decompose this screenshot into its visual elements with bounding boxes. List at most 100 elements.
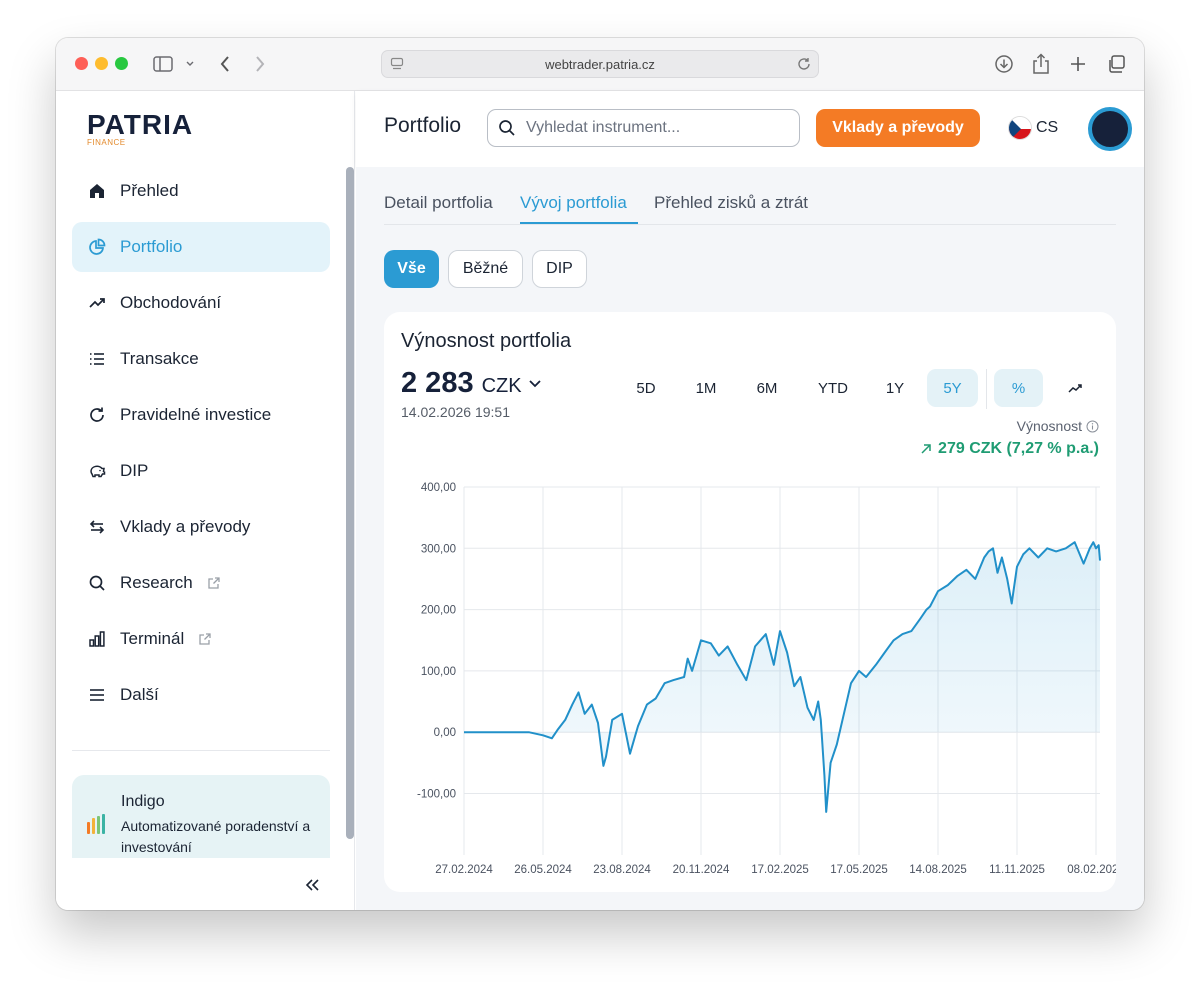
zoom-window-button[interactable] — [115, 57, 128, 70]
portfolio-value: 2 283 — [401, 367, 474, 399]
return-label: Výnosnost — [1017, 418, 1099, 434]
period-separator — [986, 369, 987, 409]
filter-bezne[interactable]: Běžné — [448, 250, 523, 288]
x-tick-label: 20.11.2024 — [673, 864, 730, 876]
portfolio-return-card: Výnosnost portfolia 2 283 CZK 14.02.2026… — [384, 312, 1116, 892]
deposits-transfers-button[interactable]: Vklady a převody — [816, 109, 980, 147]
x-tick-label: 27.02.2024 — [435, 864, 493, 876]
back-icon[interactable] — [216, 54, 234, 74]
x-tick-label: 23.08.2024 — [593, 864, 651, 876]
logo-wordmark: PATRIA — [87, 109, 194, 140]
sidebar-item-research[interactable]: Research — [72, 558, 330, 608]
tab-prehled-zisku[interactable]: Přehled zisků a ztrát — [654, 193, 809, 212]
tab-overview-icon[interactable] — [1105, 53, 1127, 75]
trend-line-icon — [1068, 384, 1082, 393]
share-icon[interactable] — [1031, 52, 1051, 76]
sidebar-item-dalsi[interactable]: Další — [72, 670, 330, 720]
sidebar: PATRIA FINANCE Přehled Portfolio Obchodo… — [56, 91, 355, 910]
indigo-logo-icon — [87, 814, 105, 834]
sidebar-item-label: DIP — [120, 461, 149, 480]
period-ytd[interactable]: YTD — [818, 379, 848, 397]
browser-toolbar: webtrader.patria.cz — [56, 38, 1144, 91]
portfolio-tabs: Detail portfolia Vývoj portfolia Přehled… — [384, 185, 1116, 225]
chevron-down-icon[interactable] — [184, 58, 196, 70]
sidebar-item-dip[interactable]: DIP — [72, 446, 330, 496]
language-switcher[interactable]: CS — [1008, 116, 1058, 140]
x-tick-label: 17.02.2025 — [751, 864, 809, 876]
czech-flag-icon — [1008, 116, 1032, 140]
x-tick-label: 14.08.2025 — [909, 864, 967, 876]
close-window-button[interactable] — [75, 57, 88, 70]
site-settings-icon[interactable] — [390, 57, 404, 74]
bar-chart-icon — [88, 630, 106, 648]
minimize-window-button[interactable] — [95, 57, 108, 70]
sidebar-item-label: Transakce — [120, 349, 199, 368]
period-5y[interactable]: 5Y — [927, 369, 978, 407]
reload-icon[interactable] — [796, 56, 812, 75]
y-tick-label: -100,00 — [417, 789, 456, 801]
home-icon — [88, 182, 106, 200]
browser-window: webtrader.patria.cz PATRIA FINANCE Př — [56, 38, 1144, 910]
indigo-description: Automatizované poradenství a investování — [121, 818, 311, 855]
filter-dip[interactable]: DIP — [532, 250, 587, 288]
indigo-title: Indigo — [121, 793, 165, 810]
double-chevron-left-icon — [305, 879, 319, 891]
new-tab-icon[interactable] — [1068, 54, 1088, 74]
patria-logo[interactable]: PATRIA FINANCE — [87, 109, 193, 147]
sidebar-item-obchodovani[interactable]: Obchodování — [72, 278, 330, 328]
forward-icon[interactable] — [251, 54, 269, 74]
list-icon — [88, 350, 106, 368]
portfolio-value-selector[interactable]: 2 283 CZK — [401, 367, 542, 400]
chart-mode-button[interactable] — [1052, 369, 1098, 407]
sidebar-item-prehled[interactable]: Přehled — [72, 166, 330, 216]
piggy-bank-icon — [88, 462, 106, 480]
sidebar-toggle-icon[interactable] — [152, 55, 174, 73]
filter-vse[interactable]: Vše — [384, 250, 439, 288]
sidebar-item-portfolio[interactable]: Portfolio — [72, 222, 330, 272]
y-tick-label: 200,00 — [421, 605, 456, 617]
downloads-icon[interactable] — [993, 53, 1015, 75]
search-icon — [88, 574, 106, 592]
return-value: 279 CZK (7,27 % p.a.) — [920, 440, 1099, 458]
sidebar-item-label: Další — [120, 685, 159, 704]
x-tick-label: 26.05.2024 — [514, 864, 572, 876]
collapse-sidebar-button[interactable] — [302, 876, 324, 894]
menu-icon — [88, 686, 106, 704]
y-tick-label: 0,00 — [434, 727, 456, 739]
search-icon — [498, 119, 516, 137]
user-avatar[interactable] — [1088, 107, 1132, 151]
sidebar-item-terminal[interactable]: Terminál — [72, 614, 330, 664]
x-tick-label: 11.11.2025 — [989, 864, 1045, 876]
tab-vyvoj-portfolia[interactable]: Vývoj portfolia — [520, 193, 627, 212]
sidebar-item-transakce[interactable]: Transakce — [72, 334, 330, 384]
value-timestamp: 14.02.2026 19:51 — [401, 404, 510, 420]
return-label-text: Výnosnost — [1016, 418, 1082, 434]
sidebar-divider — [72, 750, 330, 751]
instrument-search[interactable] — [487, 109, 800, 147]
x-tick-label: 08.02.2026 — [1067, 864, 1116, 876]
sidebar-item-label: Přehled — [120, 181, 179, 200]
external-link-icon — [207, 576, 221, 590]
sidebar-item-label: Obchodování — [120, 293, 222, 312]
address-bar[interactable]: webtrader.patria.cz — [381, 50, 819, 78]
info-icon[interactable] — [1086, 420, 1099, 433]
sidebar-scrollbar[interactable] — [346, 167, 354, 839]
sidebar-item-vklady[interactable]: Vklady a převody — [72, 502, 330, 552]
language-label: CS — [1036, 119, 1059, 136]
indigo-promo-card[interactable]: Indigo Automatizované poradenství a inve… — [72, 775, 330, 858]
portfolio-currency: CZK — [481, 375, 522, 397]
sidebar-item-pravidelne-investice[interactable]: Pravidelné investice — [72, 390, 330, 440]
period-1y[interactable]: 1Y — [885, 379, 905, 397]
search-input[interactable] — [526, 119, 786, 137]
percent-mode-button[interactable]: % — [994, 369, 1043, 407]
period-6m[interactable]: 6M — [756, 379, 778, 397]
period-5d[interactable]: 5D — [636, 379, 656, 397]
portfolio-return-chart[interactable]: 400,00 300,00 200,00 100,00 0,00 -100,00 27.02… — [384, 467, 1116, 887]
series-area — [464, 542, 1100, 812]
active-tab-indicator — [520, 222, 638, 224]
period-1m[interactable]: 1M — [695, 379, 717, 397]
url-text: webtrader.patria.cz — [545, 56, 655, 72]
external-link-icon — [198, 632, 212, 646]
tab-detail-portfolia[interactable]: Detail portfolia — [384, 193, 493, 212]
logo-subtitle: FINANCE — [87, 138, 126, 147]
